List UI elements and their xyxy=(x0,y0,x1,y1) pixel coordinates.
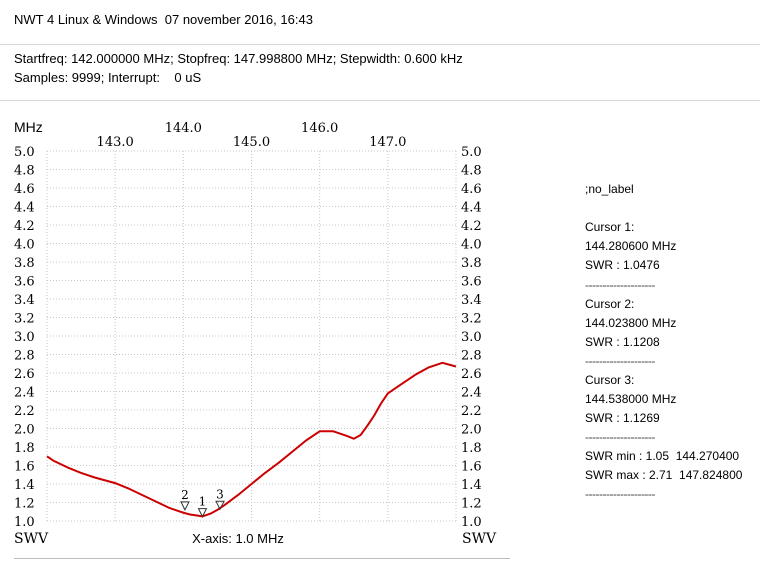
y-tick-label-right: 2.4 xyxy=(461,386,482,401)
divider-3: -------------------- xyxy=(585,430,655,444)
y-tick-label-left: 2.2 xyxy=(14,404,35,419)
cursor1-title: Cursor 1: xyxy=(585,220,635,234)
y-tick-label-left: 4.8 xyxy=(14,164,35,179)
x-tick-label: 147.0 xyxy=(369,135,406,150)
header-divider xyxy=(0,44,760,45)
y-tick-label-left: 4.4 xyxy=(14,201,35,216)
y-tick-label-right: 4.4 xyxy=(461,201,482,216)
y-tick-label-left: 1.8 xyxy=(14,441,35,456)
y-tick-label-left: 2.6 xyxy=(14,367,35,382)
x-tick-label: 145.0 xyxy=(233,135,270,150)
y-tick-label-right: 3.8 xyxy=(461,256,482,271)
y-axis-label-right: SWV xyxy=(462,531,497,547)
y-tick-label-right: 1.4 xyxy=(461,478,482,493)
cursor-marker-label: 2 xyxy=(181,488,189,502)
cursor-marker-2 xyxy=(180,501,190,511)
divider-2: -------------------- xyxy=(585,354,655,368)
x-axis-ticks: 144.0 146.0 143.0 145.0 147.0 xyxy=(97,121,407,150)
y-tick-label-right: 2.0 xyxy=(461,423,482,438)
y-tick-label-right: 4.8 xyxy=(461,164,482,179)
y-tick-label-left: 1.6 xyxy=(14,460,35,475)
sweep-params-line: Startfreq: 142.000000 MHz; Stopfreq: 147… xyxy=(14,51,463,66)
y-tick-label-left: 3.0 xyxy=(14,330,35,345)
cursor2-freq: 144.023800 MHz xyxy=(585,316,677,330)
y-tick-label-right: 1.0 xyxy=(461,515,482,530)
window-title: NWT 4 Linux & Windows 07 november 2016, … xyxy=(14,12,313,27)
y-tick-label-right: 2.8 xyxy=(461,349,482,364)
y-tick-label-left: 4.6 xyxy=(14,182,35,197)
y-tick-label-right: 5.0 xyxy=(461,145,482,160)
chart-bottom-rule xyxy=(14,558,510,559)
x-axis-label: X-axis: 1.0 MHz xyxy=(192,531,284,546)
y-tick-label-right: 2.2 xyxy=(461,404,482,419)
y-axis-label-left: SWV xyxy=(14,531,49,547)
swr-series-line xyxy=(46,361,457,518)
cursor3-swr: SWR : 1.1269 xyxy=(585,411,660,425)
cursor1-freq: 144.280600 MHz xyxy=(585,239,677,253)
cursor1-swr: SWR : 1.0476 xyxy=(585,258,660,272)
y-tick-label-right: 1.6 xyxy=(461,460,482,475)
cursor-marker-1 xyxy=(197,508,208,518)
trace-label: ;no_label xyxy=(585,182,634,196)
y-tick-label-right: 3.2 xyxy=(461,312,482,327)
divider-4: -------------------- xyxy=(585,487,655,501)
y-tick-label-left: 1.2 xyxy=(14,497,35,512)
cursor3-title: Cursor 3: xyxy=(585,373,635,387)
x-unit-label: MHz xyxy=(14,119,43,135)
params-divider xyxy=(0,100,760,101)
y-tick-label-left: 2.8 xyxy=(14,349,35,364)
y-tick-label-right: 4.6 xyxy=(461,182,482,197)
x-tick-label: 144.0 xyxy=(165,121,202,136)
y-axis-left: 5.0 4.8 4.6 4.4 4.2 4.0 3.8 3.6 3.4 3.2 3.0 2.8 2.6 2… xyxy=(14,145,35,530)
grid xyxy=(46,150,457,522)
y-tick-label-right: 1.8 xyxy=(461,441,482,456)
y-tick-label-left: 4.2 xyxy=(14,219,35,234)
y-tick-label-left: 1.4 xyxy=(14,478,35,493)
y-tick-label-right: 2.6 xyxy=(461,367,482,382)
y-tick-label-left: 2.4 xyxy=(14,386,35,401)
y-tick-label-left: 4.0 xyxy=(14,238,35,253)
cursor2-swr: SWR : 1.1208 xyxy=(585,335,660,349)
x-tick-label: 146.0 xyxy=(301,121,338,136)
cursor-marker-3 xyxy=(215,500,225,511)
y-tick-label-left: 1.0 xyxy=(14,515,35,530)
y-tick-label-left: 3.4 xyxy=(14,293,35,308)
x-tick-label: 143.0 xyxy=(97,135,134,150)
y-tick-label-left: 3.6 xyxy=(14,275,35,290)
samples-line: Samples: 9999; Interrupt: 0 uS xyxy=(14,70,202,85)
cursor3-freq: 144.538000 MHz xyxy=(585,392,677,406)
y-tick-label-left: 3.8 xyxy=(14,256,35,271)
y-tick-label-left: 2.0 xyxy=(14,423,35,438)
y-tick-label-right: 3.0 xyxy=(461,330,482,345)
cursor-marker-label: 1 xyxy=(199,495,207,509)
cursor2-title: Cursor 2: xyxy=(585,297,635,311)
y-axis-right: 5.0 4.8 4.6 4.4 4.2 4.0 3.8 3.6 3.4 3.2 3.0 2.8 2.6 2… xyxy=(461,145,482,530)
y-tick-label-right: 3.4 xyxy=(461,293,482,308)
cursor-marker-label: 3 xyxy=(216,487,224,501)
swr-min: SWR min : 1.05 144.270400 xyxy=(585,449,740,463)
y-tick-label-right: 4.0 xyxy=(461,238,482,253)
y-tick-label-right: 1.2 xyxy=(461,497,482,512)
cursor-markers: 2 13 xyxy=(180,487,225,518)
y-tick-label-left: 3.2 xyxy=(14,312,35,327)
y-tick-label-right: 3.6 xyxy=(461,275,482,290)
divider-1: -------------------- xyxy=(585,278,655,292)
y-tick-label-left: 5.0 xyxy=(14,145,35,160)
swr-max: SWR max : 2.71 147.824800 xyxy=(585,468,743,482)
y-tick-label-right: 4.2 xyxy=(461,219,482,234)
